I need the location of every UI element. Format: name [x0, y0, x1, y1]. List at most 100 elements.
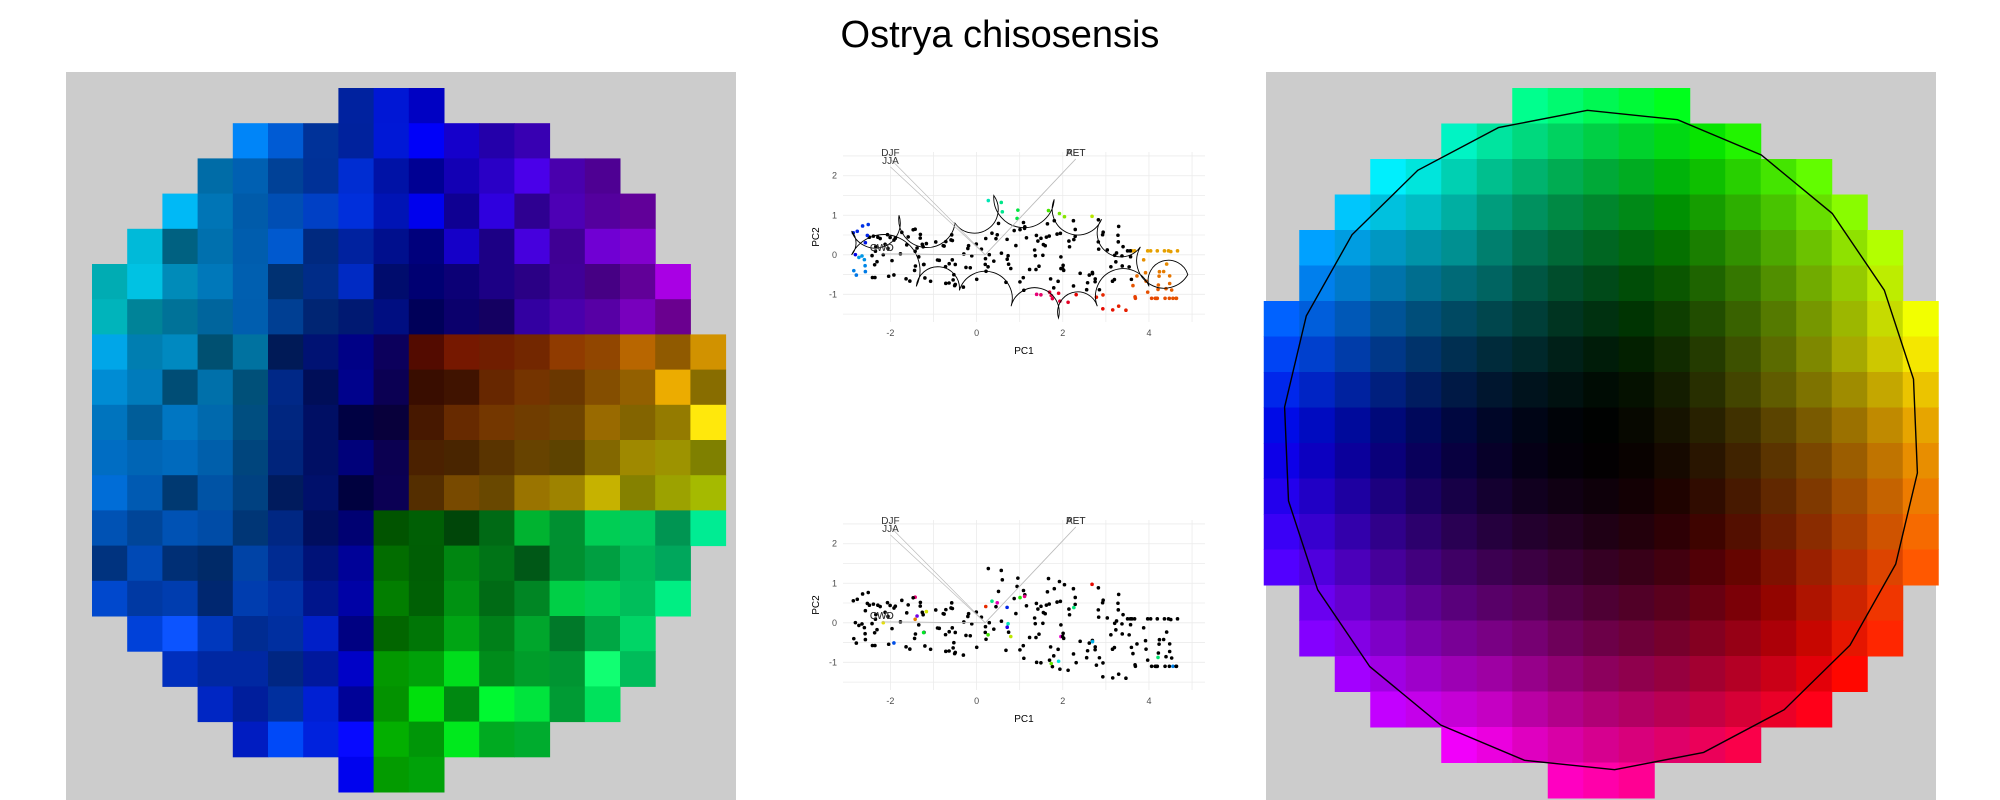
wheel-cell — [1299, 407, 1336, 444]
raster-cell — [268, 580, 304, 617]
raster-cell — [197, 545, 234, 582]
raster-cell — [655, 475, 691, 511]
wheel-cell — [1618, 549, 1655, 586]
wheel-cell — [1334, 265, 1371, 302]
raster-cell — [127, 510, 163, 547]
raster-cell — [303, 440, 339, 476]
pca-point — [915, 614, 919, 618]
pca-point — [921, 630, 926, 635]
wheel-cell — [1370, 407, 1407, 444]
pca-point — [952, 272, 956, 277]
raster-cell — [373, 264, 410, 300]
pca-point — [996, 589, 1001, 594]
pca-point — [863, 240, 868, 245]
wheel-cell — [1618, 691, 1655, 728]
pca-point — [1024, 235, 1029, 240]
raster-cell — [444, 440, 480, 476]
raster-cell — [268, 193, 304, 230]
wheel-cell — [1583, 514, 1620, 550]
raster-cell — [479, 369, 515, 406]
wheel-cell — [1405, 407, 1442, 444]
pca-point — [1056, 659, 1061, 664]
raster-cell — [549, 651, 586, 687]
raster-cell — [268, 228, 304, 265]
wheel-cell — [1689, 656, 1726, 692]
wheel-cell — [1441, 407, 1478, 444]
pca-point — [1057, 211, 1062, 216]
pca-point — [1045, 222, 1050, 226]
raster-cell — [408, 158, 445, 195]
wheel-cell — [1405, 301, 1442, 337]
wheel-cell — [1370, 372, 1407, 408]
pca-point — [862, 257, 867, 262]
wheel-cell — [1476, 585, 1513, 621]
pca-point — [1067, 239, 1071, 243]
raster-cell — [373, 616, 410, 652]
pca-point — [953, 262, 958, 267]
raster-cell — [373, 193, 410, 230]
raster-cell — [338, 510, 375, 547]
wheel-cell — [1867, 265, 1904, 302]
pca-point — [916, 623, 921, 627]
pca-point — [1155, 617, 1160, 621]
wheel-cell — [1654, 372, 1691, 408]
wheel-cell — [1760, 407, 1797, 444]
pca-point — [886, 614, 890, 619]
raster-cell — [127, 545, 163, 582]
pca-point — [872, 631, 877, 635]
pca-point — [1167, 664, 1172, 669]
pca-point — [1067, 244, 1072, 249]
raster-cell — [444, 475, 480, 511]
raster-cell — [197, 651, 234, 687]
raster-cell — [444, 334, 480, 371]
raster-cell — [127, 228, 163, 265]
x-tick-label: 0 — [974, 328, 979, 338]
wheel-cell — [1654, 620, 1691, 657]
wheel-cell — [1618, 656, 1655, 692]
wheel-cell — [1263, 301, 1300, 337]
wheel-cell — [1689, 443, 1726, 479]
pca-point — [1006, 621, 1010, 626]
pca-point — [924, 609, 929, 614]
pca-point — [878, 236, 882, 241]
x-axis-title: PC1 — [1014, 346, 1034, 357]
pca-point — [886, 246, 890, 251]
pca-point — [1116, 304, 1121, 308]
wheel-cell — [1618, 514, 1655, 550]
pca-point — [1112, 621, 1117, 626]
pca-point — [1145, 290, 1150, 294]
pca-point — [1008, 266, 1013, 271]
raster-cell — [514, 193, 551, 230]
wheel-cell — [1441, 585, 1478, 621]
wheel-cell — [1689, 691, 1726, 728]
raster-cell — [655, 545, 691, 582]
wheel-cell — [1831, 549, 1868, 586]
pca-point — [983, 624, 988, 629]
raster-cell — [444, 580, 480, 617]
raster-cell — [620, 299, 656, 335]
pca-point — [1135, 274, 1139, 278]
raster-cell — [584, 334, 621, 371]
pca-point — [935, 258, 940, 262]
pca-point — [1128, 622, 1133, 627]
pca-point — [870, 253, 874, 258]
pca-point — [906, 603, 910, 607]
wheel-cell — [1334, 407, 1371, 444]
raster-cell — [338, 158, 375, 195]
wheel-cell — [1405, 372, 1442, 408]
raster-cell — [232, 440, 269, 476]
pca-point — [1018, 280, 1022, 284]
pca-point — [1056, 647, 1060, 652]
wheel-cell — [1405, 230, 1442, 266]
raster-cell — [514, 228, 551, 265]
raster-cell — [373, 545, 410, 582]
pca-point — [1162, 617, 1167, 621]
wheel-cell — [1476, 336, 1513, 373]
raster-cell — [373, 88, 410, 124]
pca-point — [875, 627, 879, 632]
raster-cell — [408, 264, 445, 300]
raster-cell — [303, 475, 339, 511]
raster-cell — [303, 299, 339, 335]
pca-point — [999, 200, 1004, 205]
